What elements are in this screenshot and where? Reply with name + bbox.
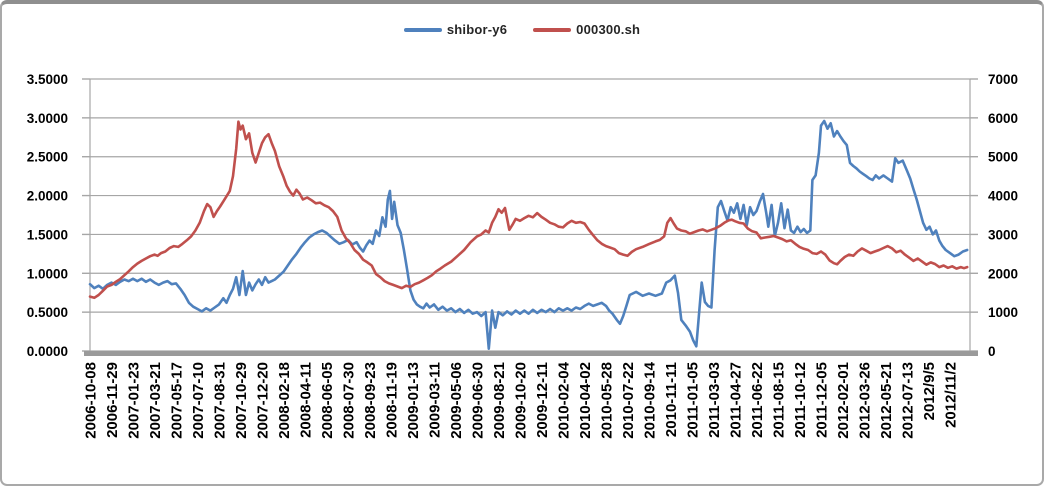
legend-line-swatch	[403, 27, 442, 32]
y-left-tick-label: 2.0000	[27, 189, 68, 204]
x-tick-label: 2010-04-02	[577, 362, 594, 439]
legend-item-000300-sh[interactable]: 000300.sh	[533, 22, 640, 37]
y-left-tick-label: 1.5000	[27, 227, 68, 242]
y-right-tick-label: 0	[988, 344, 996, 359]
chart-canvas: 3.5000 3.0000 2.5000 2.0000 1.5000 1.0000 0.50…	[27, 72, 1018, 439]
series-line-shibor-y6[interactable]	[88, 119, 969, 351]
x-tick-label: 2009-12-11	[534, 362, 551, 438]
x-tick-label: 2010-07-22	[620, 362, 637, 439]
y-left-tick-label: 1.0000	[27, 266, 68, 281]
x-tick-label: 2011-06-22	[749, 362, 766, 438]
x-tick-label: 2007-08-31	[212, 362, 229, 439]
x-tick-label: 2012/9/5	[921, 362, 938, 420]
x-tick-label: 2011-04-27	[728, 362, 745, 438]
y-left-tick-label: 3.0000	[27, 111, 68, 126]
x-tick-label: 2009-10-20	[513, 362, 530, 439]
x-tick-label: 2011-08-15	[771, 362, 788, 438]
x-tick-label: 2011-03-03	[706, 362, 723, 438]
legend-line-swatch	[533, 27, 572, 32]
y-left-tick-label: 0.5000	[27, 305, 68, 320]
x-tick-label: 2007-10-29	[233, 362, 250, 439]
x-tick-label: 2009-01-13	[405, 362, 422, 439]
x-tick-label: 2011-10-12	[792, 362, 809, 438]
x-tick-label: 2012-03-26	[857, 362, 874, 439]
legend-item-shibor-y6[interactable]: shibor-y6	[403, 22, 508, 37]
x-tick-label: 2012-07-13	[900, 362, 917, 439]
x-axis-line	[84, 351, 978, 356]
x-tick-label: 2010-05-28	[599, 362, 616, 439]
x-tick-label: 2009-06-30	[470, 362, 487, 439]
x-tick-label: 2008-04-11	[298, 362, 315, 438]
x-tick-label: 2011-01-05	[685, 362, 702, 438]
x-tick-label: 2012-05-21	[878, 362, 895, 439]
x-tick-label: 2007-05-17	[169, 362, 186, 439]
y-axis-right-labels: 7000 6000 5000 4000 3000 2000 1000 0	[988, 72, 1018, 359]
x-tick-label: 2009-08-21	[491, 362, 508, 439]
y-right-tick-label: 2000	[988, 266, 1018, 281]
x-tick-label: 2008-02-18	[276, 362, 293, 439]
y-right-tick-label: 3000	[988, 227, 1018, 242]
x-tick-label: 2006-10-08	[83, 362, 100, 439]
y-right-tick-label: 6000	[988, 111, 1018, 126]
x-tick-label: 2010-02-04	[556, 361, 573, 438]
y-right-tick-label: 5000	[988, 150, 1018, 165]
series-line-000300-sh[interactable]	[88, 120, 969, 300]
x-tick-label: 2006-11-29	[104, 362, 121, 438]
x-tick-label: 2007-01-23	[126, 362, 143, 439]
legend-label: 000300.sh	[576, 22, 641, 37]
x-tick-label: 2010-11-11	[663, 362, 680, 437]
y-right-tick-label: 7000	[988, 72, 1018, 87]
x-tick-label: 2010-09-14	[642, 361, 659, 438]
x-tick-label: 2008-09-23	[362, 362, 379, 439]
x-tick-label: 2007-07-10	[190, 362, 207, 439]
x-tick-label: 2008-07-30	[341, 362, 358, 439]
y-right-tick-label: 1000	[988, 305, 1018, 320]
y-left-tick-label: 3.5000	[27, 72, 68, 87]
x-tick-label: 2007-03-21	[147, 362, 164, 439]
y-axis-left-labels: 3.5000 3.0000 2.5000 2.0000 1.5000 1.0000 0.50…	[27, 72, 68, 359]
y-left-tick-label: 2.5000	[27, 150, 68, 165]
x-tick-label: 2012-02-01	[835, 362, 852, 439]
x-tick-label: 2008-06-05	[319, 362, 336, 439]
x-tick-label: 2009-05-06	[448, 362, 465, 439]
y-right-tick-label: 4000	[988, 189, 1018, 204]
x-axis-labels: 2006-10-08 2006-11-29 2007-01-23 2007-03-21…	[83, 361, 960, 438]
x-tick-label: 2008-11-19	[384, 362, 401, 438]
x-tick-label: 2009-03-11	[427, 362, 444, 438]
chart-legend: shibor-y6 000300.sh	[2, 22, 1042, 37]
y-left-tick-label: 0.0000	[27, 344, 68, 359]
x-tick-label: 2012/11/2	[943, 362, 960, 428]
x-tick-label: 2011-12-05	[814, 362, 831, 438]
x-tick-label: 2007-12-20	[255, 362, 272, 439]
legend-label: shibor-y6	[446, 22, 508, 37]
